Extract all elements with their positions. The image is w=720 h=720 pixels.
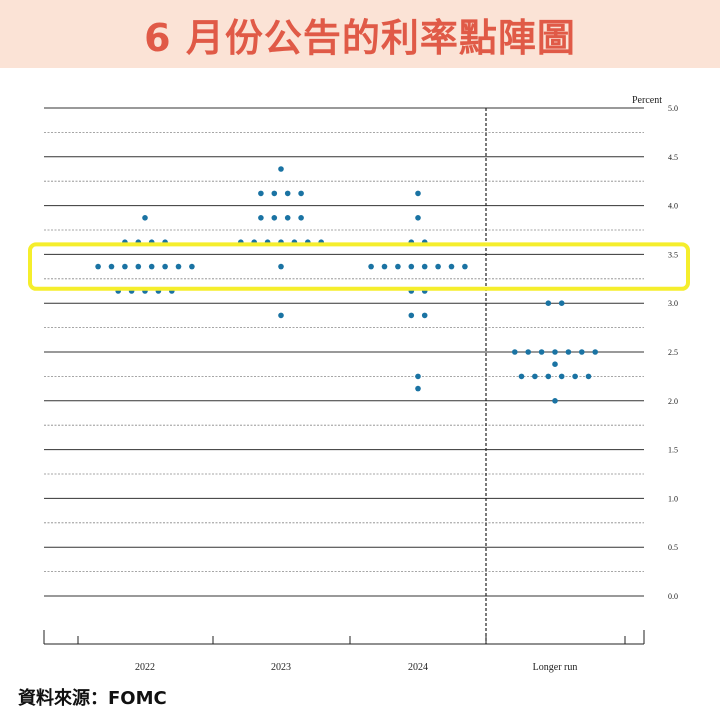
dot bbox=[415, 190, 421, 197]
y-tick-label: 2.5 bbox=[668, 348, 678, 357]
dot bbox=[421, 312, 428, 319]
dot bbox=[545, 373, 552, 380]
dot bbox=[435, 263, 441, 270]
dot bbox=[284, 215, 291, 221]
dot bbox=[525, 349, 531, 355]
dot bbox=[579, 349, 585, 355]
dot bbox=[108, 263, 115, 270]
y-tick-label: 1.0 bbox=[668, 494, 678, 503]
dot bbox=[585, 373, 592, 380]
y-tick-label: 0.0 bbox=[668, 592, 678, 601]
dot-plot-chart: 5.0 4.5 4.0 3.5 3.0 2.5 2.0 1.5 1.0 0.5 0.0 Percent… bbox=[28, 95, 690, 673]
dot bbox=[162, 263, 168, 270]
dot bbox=[298, 190, 304, 197]
dot bbox=[565, 349, 572, 355]
dot bbox=[545, 300, 552, 306]
dot bbox=[278, 263, 284, 270]
dot bbox=[415, 215, 421, 221]
dot bbox=[572, 373, 578, 380]
dot bbox=[512, 349, 518, 355]
highlight-box bbox=[28, 242, 690, 291]
dots bbox=[95, 166, 598, 404]
dot bbox=[408, 263, 415, 270]
title-banner: 6 月份公告的利率點陣圖 bbox=[0, 0, 720, 68]
dot bbox=[518, 373, 525, 380]
axes: 5.0 4.5 4.0 3.5 3.0 2.5 2.0 1.5 1.0 0.5 0.0 Percent… bbox=[43, 95, 678, 673]
x-tick-label: 2023 bbox=[271, 662, 291, 673]
dot bbox=[532, 373, 538, 380]
dot bbox=[538, 349, 545, 355]
dot bbox=[408, 312, 415, 319]
y-tick-label: 5.0 bbox=[668, 104, 678, 113]
dot bbox=[142, 215, 148, 221]
dot bbox=[284, 190, 291, 197]
dot bbox=[395, 263, 401, 270]
dot bbox=[552, 361, 558, 368]
dot bbox=[592, 349, 598, 355]
dot bbox=[175, 263, 182, 270]
dot bbox=[552, 398, 558, 404]
dot bbox=[448, 263, 455, 270]
dot bbox=[368, 263, 374, 270]
y-tick-label: 3.0 bbox=[668, 299, 678, 308]
dot bbox=[552, 349, 558, 355]
dot bbox=[271, 190, 278, 197]
dot bbox=[298, 215, 304, 221]
dot bbox=[95, 263, 101, 270]
y-tick-label: 0.5 bbox=[668, 543, 678, 552]
page-title: 6 月份公告的利率點陣圖 bbox=[144, 15, 576, 60]
dot bbox=[558, 373, 565, 380]
dot bbox=[135, 263, 142, 270]
dot bbox=[415, 373, 421, 380]
x-tick-label: 2024 bbox=[408, 662, 428, 673]
y-axis-label: Percent bbox=[632, 95, 662, 106]
y-tick-label: 1.5 bbox=[668, 446, 678, 455]
y-tick-label: 4.0 bbox=[668, 202, 678, 211]
x-tick-label: 2022 bbox=[135, 662, 155, 673]
y-tick-label: 2.0 bbox=[668, 397, 678, 406]
dot bbox=[148, 263, 155, 270]
dot bbox=[462, 263, 468, 270]
dot bbox=[278, 312, 284, 319]
dot bbox=[258, 215, 264, 221]
dot bbox=[122, 263, 128, 270]
dot bbox=[258, 190, 264, 197]
dot bbox=[189, 263, 195, 270]
x-tick-label: Longer run bbox=[533, 662, 578, 673]
y-tick-label: 3.5 bbox=[668, 250, 678, 259]
source-label: 資料來源：FOMC bbox=[18, 688, 167, 709]
dot bbox=[421, 263, 428, 270]
dot bbox=[415, 385, 421, 392]
y-tick-label: 4.5 bbox=[668, 153, 678, 162]
grid-lines bbox=[44, 107, 644, 597]
dot bbox=[271, 215, 278, 221]
dot bbox=[381, 263, 388, 270]
dot bbox=[278, 166, 284, 172]
highlight-layer bbox=[28, 242, 690, 291]
dot bbox=[558, 300, 565, 306]
